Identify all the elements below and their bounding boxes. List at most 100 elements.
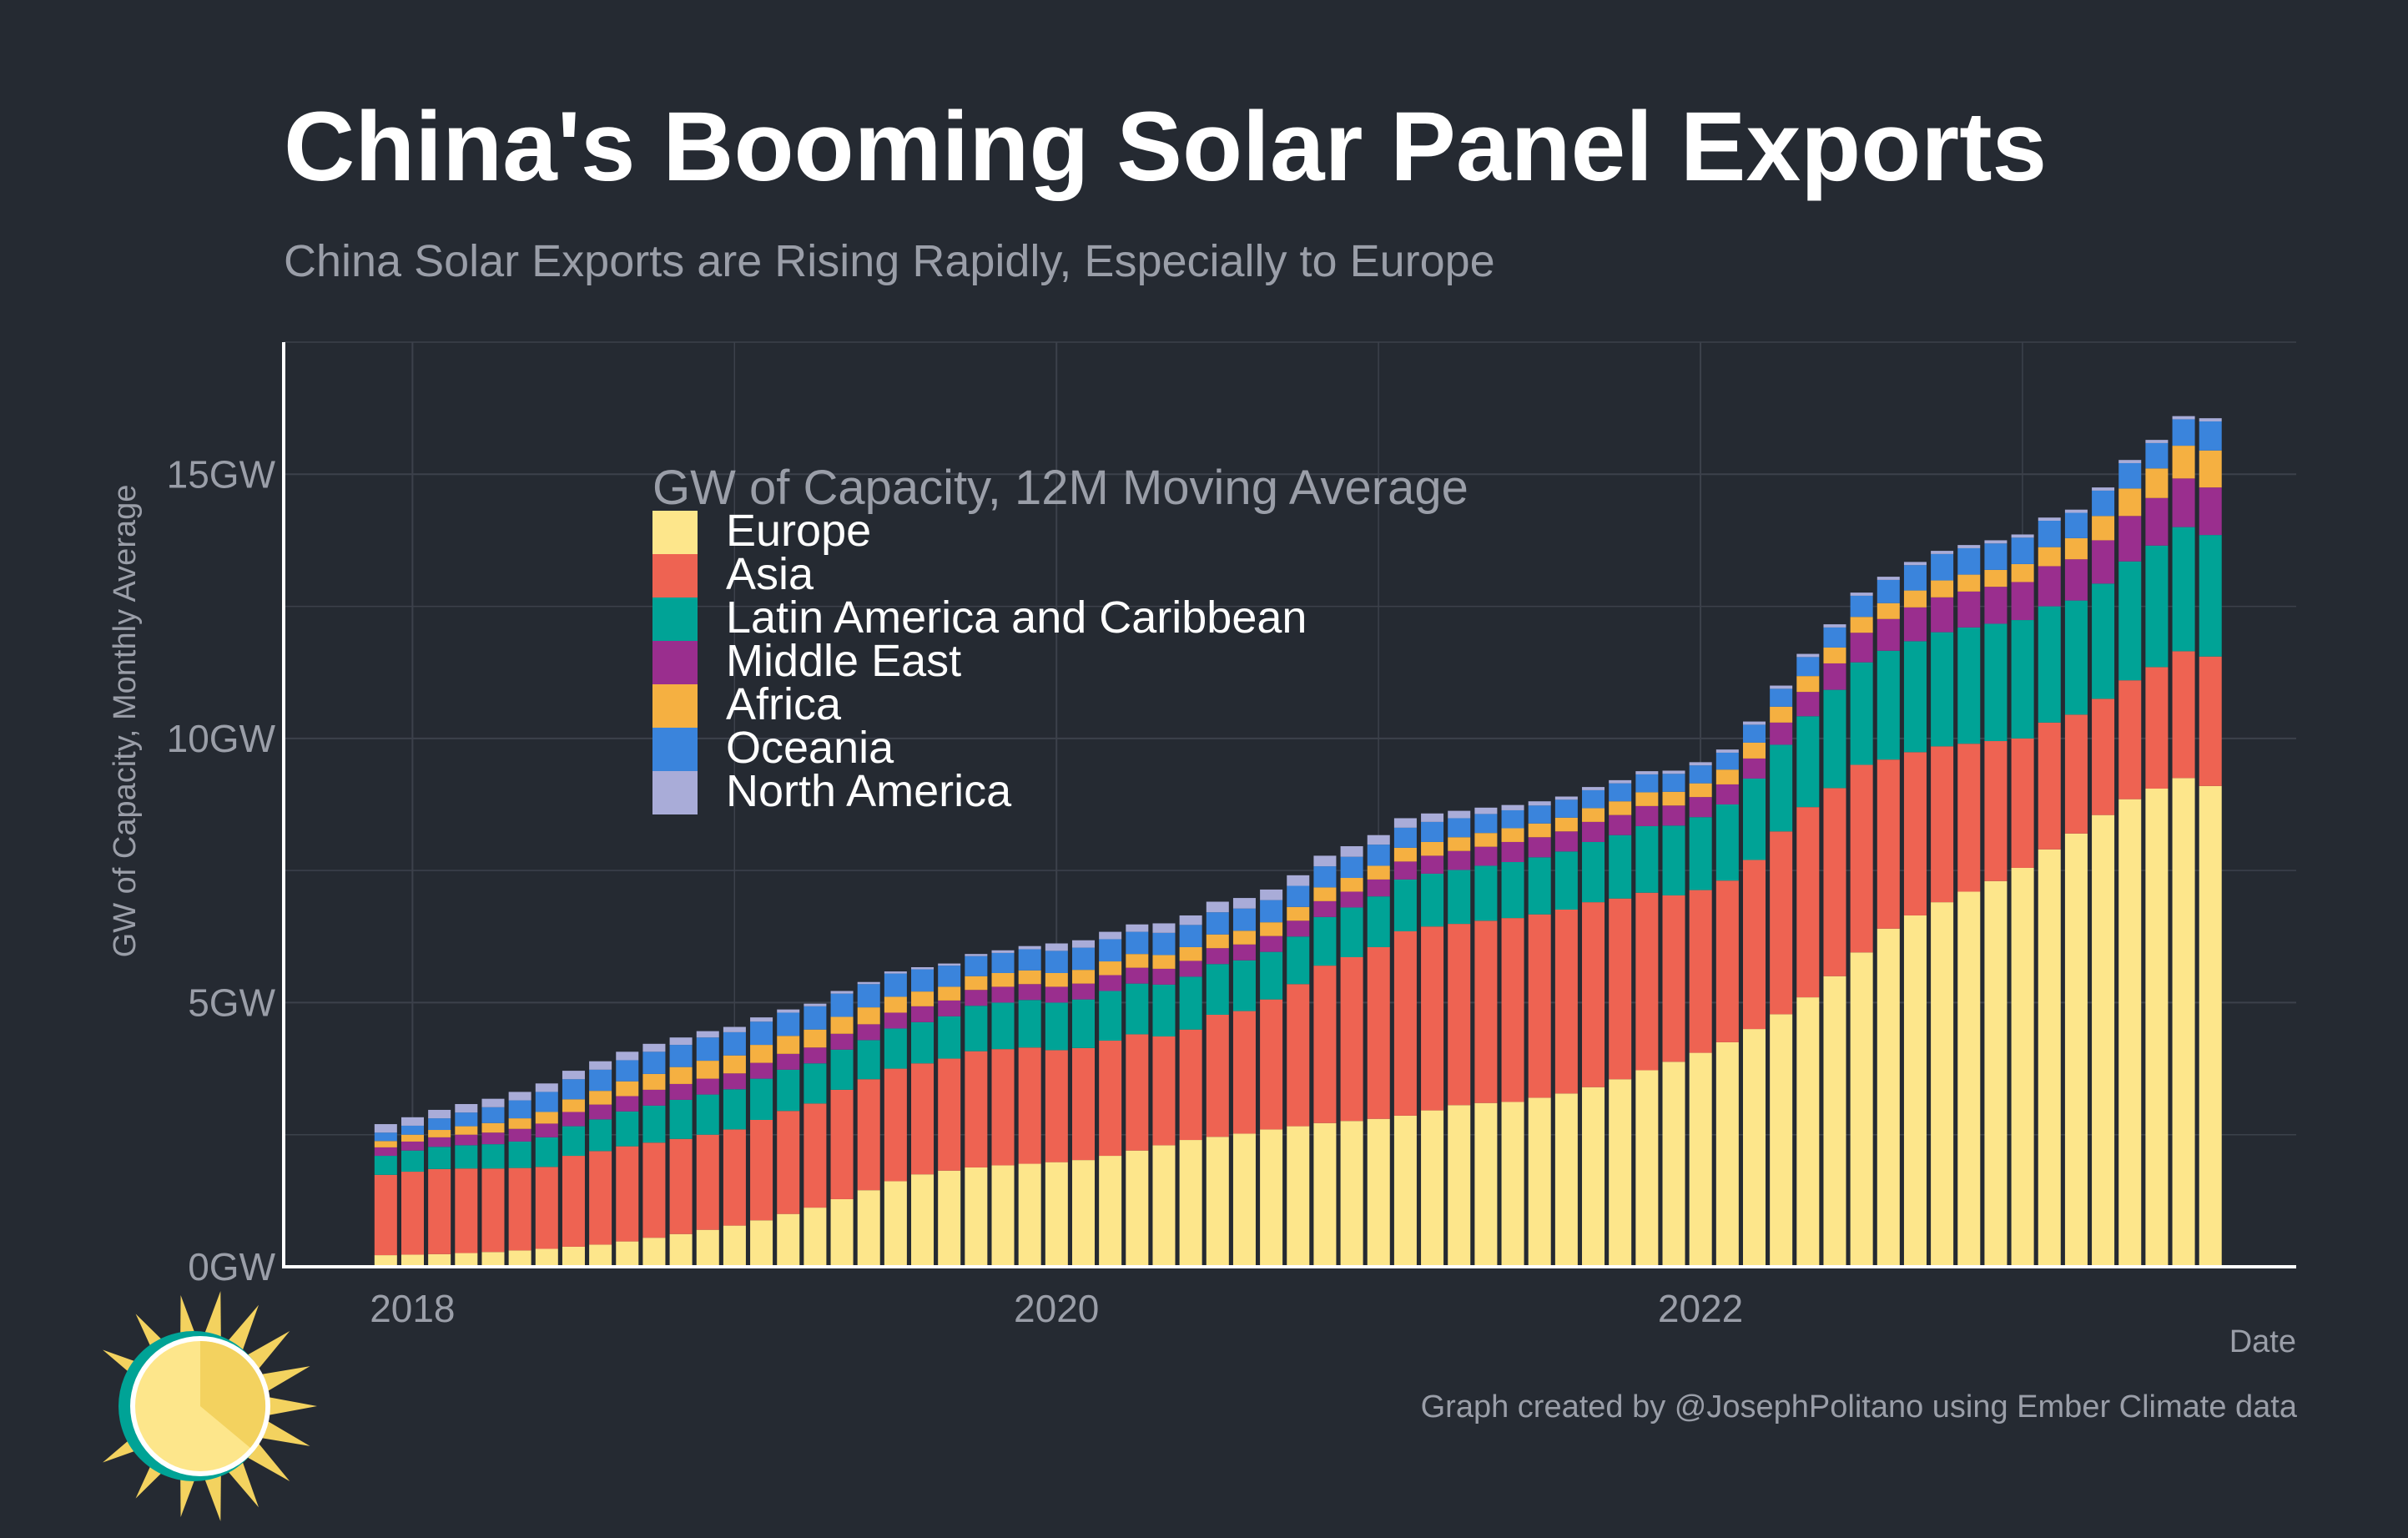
bar-segment [1367, 1118, 1390, 1267]
legend-item: Latin America and Caribbean [652, 593, 1307, 643]
bar-segment [1393, 818, 1417, 828]
bar-segment [428, 1147, 451, 1169]
chart-subtitle: China Solar Exports are Rising Rapidly, … [284, 236, 1495, 286]
legend-swatch [652, 511, 698, 554]
bar-segment [2145, 789, 2169, 1267]
bar-segment [1045, 986, 1068, 1003]
bar-stack [1662, 770, 1685, 1267]
bar-segment [884, 1028, 907, 1069]
bar-segment [374, 1156, 397, 1175]
bar-segment [723, 1129, 746, 1226]
bar-segment [1635, 1070, 1659, 1267]
bar-segment [1877, 618, 1900, 651]
bar-segment [1018, 1000, 1041, 1048]
bar-segment [1635, 892, 1659, 1071]
bar-segment [750, 1045, 773, 1063]
bar-segment [1582, 808, 1605, 822]
bar-segment [1770, 685, 1793, 689]
bar-segment [1260, 922, 1283, 936]
bar-segment [965, 1006, 988, 1051]
bar-segment [1179, 925, 1202, 947]
bar-segment [777, 1111, 800, 1214]
bar-segment [2199, 450, 2222, 488]
bar-segment [1823, 647, 1846, 663]
bar-segment [1903, 641, 1927, 753]
bar-segment [1448, 1105, 1471, 1267]
y-tick-label: 10GW [167, 717, 276, 760]
bar-segment [455, 1134, 478, 1146]
bar-segment [1528, 1097, 1551, 1267]
bar-segment [2064, 512, 2088, 538]
bar-segment [1018, 945, 1041, 950]
bar-segment [1770, 722, 1793, 745]
bar-segment [1126, 954, 1149, 968]
bar-segment [2038, 547, 2061, 567]
bar-segment [1770, 688, 1793, 707]
bar-segment [804, 1006, 827, 1030]
bar-segment [750, 1078, 773, 1120]
bar-segment [1984, 623, 2008, 742]
bar-segment [1099, 975, 1122, 991]
bar-segment [1689, 762, 1712, 766]
bar-segment [1071, 940, 1096, 948]
bar-segment [938, 1000, 961, 1016]
bar-segment [1877, 928, 1900, 1267]
bar-segment [2145, 667, 2169, 789]
bar-segment [1018, 1047, 1041, 1164]
bar-stack [535, 1083, 558, 1267]
bar-segment [1528, 914, 1551, 1098]
bar-segment [1232, 1133, 1256, 1267]
bar-segment [1126, 924, 1149, 932]
legend-swatch [652, 598, 698, 641]
bar-segment [642, 1238, 666, 1267]
bar-segment [2092, 583, 2115, 699]
legend-item: Africa [652, 679, 842, 729]
bar-segment [589, 1061, 612, 1070]
bar-segment [696, 1031, 719, 1038]
bar-segment [589, 1119, 612, 1152]
bar-segment [1448, 810, 1471, 819]
bar-stack [1823, 624, 1846, 1267]
bar-segment [1474, 865, 1498, 921]
bar-segment [1689, 797, 1712, 818]
bar-segment [481, 1122, 505, 1133]
bar-segment [991, 1165, 1015, 1267]
bar-segment [1984, 540, 2008, 544]
bar-segment [1206, 912, 1229, 935]
bar-segment [1609, 779, 1632, 784]
bar-segment [1662, 774, 1685, 792]
bar-stack [1770, 685, 1793, 1267]
bar-segment [1742, 860, 1766, 1030]
bar-segment [2118, 516, 2142, 562]
legend-item: Oceania [652, 723, 894, 773]
bar-segment [1126, 983, 1149, 1035]
x-tick-label: 2018 [370, 1287, 455, 1330]
bar-segment [1742, 778, 1766, 860]
bar-segment [777, 1053, 800, 1070]
bar-stack [696, 1031, 719, 1267]
bar-segment [1152, 1145, 1176, 1267]
bar-segment [1528, 837, 1551, 858]
bar-segment [1071, 983, 1096, 1000]
bar-stack [1689, 762, 1712, 1267]
bar-segment [804, 1029, 827, 1048]
bar-segment [481, 1168, 505, 1253]
bar-segment [1474, 920, 1498, 1103]
bar-segment [1957, 627, 1981, 744]
chart-caption: Graph created by @JosephPolitano using E… [1420, 1389, 2297, 1425]
bar-segment [2038, 849, 2061, 1267]
bar-stack [1045, 943, 1068, 1267]
bar-segment [1554, 1093, 1578, 1267]
bar-segment [804, 1003, 827, 1006]
bar-segment [400, 1172, 425, 1255]
bar-segment [1635, 771, 1659, 774]
bar-segment [1071, 947, 1096, 971]
bar-segment [1393, 827, 1417, 848]
bar-segment [1609, 814, 1632, 835]
bar-segment [1715, 749, 1739, 753]
bar-segment [1635, 774, 1659, 793]
bar-segment [2092, 540, 2115, 584]
bar-segment [1232, 1011, 1256, 1134]
bar-segment [1287, 920, 1310, 937]
bar-segment [400, 1134, 425, 1142]
